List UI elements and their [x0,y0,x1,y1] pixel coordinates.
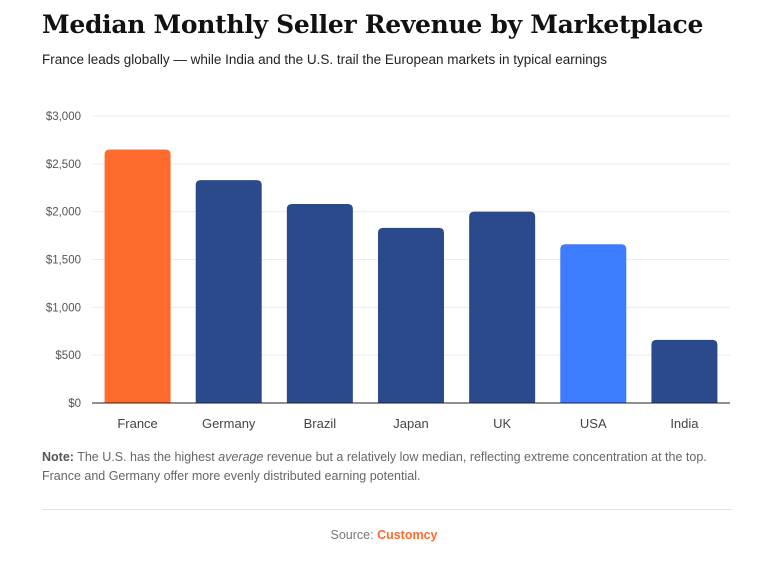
bar-uk [469,211,536,403]
note-emphasis: average [218,450,264,464]
x-tick-label: Brazil [304,416,337,431]
y-tick-label: $2,500 [46,159,81,171]
y-tick-label: $2,000 [46,207,81,219]
x-tick-label: France [117,416,157,431]
x-tick-label: UK [493,416,511,431]
bar-brazil [286,204,353,403]
chart-title: Median Monthly Seller Revenue by Marketp… [42,10,704,39]
bar-france [104,149,171,403]
y-tick-label: $1,000 [46,302,81,314]
chart-note: Note: The U.S. has the highest average r… [42,448,742,486]
note-text-2: revenue but a relatively low median, ref… [42,450,707,483]
x-tick-label: India [670,416,699,431]
source-label: Source: [330,528,378,542]
y-tick-label: $500 [55,350,81,362]
source-line: Source: Customcy [0,528,768,542]
bar-chart: $0 $500 $1,000 $1,500 $2,000 $2,500 $3,000 Fran… [46,111,730,431]
y-tick-label: $0 [68,398,81,410]
x-tick-label: Japan [393,416,428,431]
note-text-1: The U.S. has the highest [73,450,219,464]
note-label: Note: [42,450,74,464]
y-tick-label: $3,000 [46,111,81,123]
source-link[interactable]: Customcy [377,528,438,542]
bar-japan [378,227,444,403]
x-tick-label: USA [580,416,607,431]
bar-india [651,339,718,403]
divider [42,509,732,510]
bar-germany [195,180,262,403]
x-tick-label: Germany [202,416,256,431]
chart-subtitle: France leads globally — while India and … [42,52,608,67]
y-tick-label: $1,500 [46,255,81,267]
bar-usa [560,244,627,403]
